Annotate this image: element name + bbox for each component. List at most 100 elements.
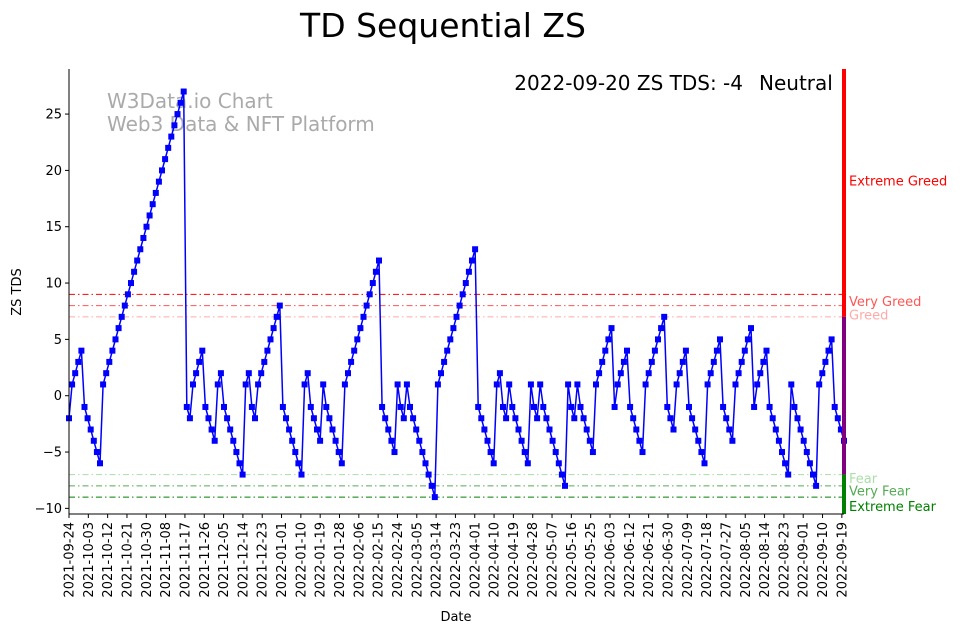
data-point: [177, 99, 184, 106]
data-point: [472, 246, 479, 253]
data-point: [425, 471, 432, 478]
data-point: [301, 381, 308, 388]
data-point: [723, 415, 730, 422]
data-point: [84, 415, 91, 422]
data-point: [785, 471, 792, 478]
data-point: [78, 347, 85, 354]
data-point: [372, 268, 379, 275]
x-tick-label: 2022-01-28: [333, 522, 348, 598]
data-point: [465, 268, 472, 275]
data-point: [624, 347, 630, 354]
data-point: [701, 460, 708, 467]
data-point: [593, 381, 599, 388]
data-point: [320, 381, 327, 388]
watermark: W3Data.io Chart Web3 Data & NFT Platform: [107, 89, 375, 136]
data-point: [720, 403, 727, 410]
data-point: [500, 403, 506, 410]
y-axis-label: ZS TDS: [10, 268, 25, 316]
data-point: [772, 426, 779, 433]
x-tick-label: 2022-08-23: [777, 522, 792, 598]
data-point: [87, 426, 94, 433]
data-point: [162, 156, 169, 163]
data-point: [664, 403, 671, 410]
data-point: [555, 460, 562, 467]
data-point: [834, 415, 841, 422]
chart-title: TD Sequential ZS: [299, 6, 586, 45]
data-point: [558, 471, 565, 478]
status-state: Neutral: [759, 71, 833, 95]
data-point: [382, 415, 389, 422]
zone-label-greed: Greed: [849, 309, 888, 324]
sentiment-side-bar: [842, 69, 846, 514]
data-point: [310, 415, 317, 422]
data-point: [726, 426, 733, 433]
data-point: [735, 370, 742, 377]
data-point: [159, 167, 165, 174]
data-point: [617, 370, 624, 377]
data-point: [416, 437, 423, 444]
data-point: [605, 336, 612, 343]
data-point: [97, 460, 103, 467]
data-point: [90, 437, 97, 444]
data-point: [75, 358, 82, 365]
data-point: [580, 415, 587, 422]
data-point: [146, 212, 153, 219]
data-point: [441, 358, 448, 365]
data-point: [630, 415, 637, 422]
x-tick-label: 2022-04-28: [526, 522, 541, 598]
data-point: [837, 426, 844, 433]
data-point: [118, 313, 125, 320]
data-point: [360, 313, 367, 320]
x-tick-label: 2021-10-12: [101, 522, 116, 598]
zone-label-very-fear: Very Fear: [849, 484, 911, 499]
x-tick-label: 2022-03-23: [449, 522, 464, 598]
data-point: [453, 313, 460, 320]
data-point: [307, 403, 314, 410]
data-point: [112, 336, 119, 343]
x-tick-label: 2022-06-21: [642, 522, 657, 598]
x-tick-label: 2022-07-18: [700, 522, 715, 598]
data-point: [800, 437, 807, 444]
data-point: [760, 358, 767, 365]
data-point: [748, 325, 754, 332]
data-point: [180, 88, 187, 95]
data-point: [673, 381, 680, 388]
data-point: [264, 347, 271, 354]
data-point: [376, 257, 382, 264]
data-point: [391, 449, 398, 456]
data-point: [456, 302, 463, 309]
data-point: [93, 449, 100, 456]
data-point: [490, 460, 497, 467]
x-tick-label: 2022-09-01: [797, 522, 812, 598]
x-tick-label: 2021-10-30: [140, 522, 155, 598]
data-point: [149, 201, 156, 208]
x-tick-label: 2022-03-05: [410, 522, 425, 598]
data-point: [757, 370, 764, 377]
data-point: [332, 437, 339, 444]
data-point: [806, 460, 813, 467]
data-point: [552, 449, 559, 456]
data-point: [103, 370, 110, 377]
watermark-line-2: Web3 Data & NFT Platform: [107, 112, 375, 136]
data-point: [385, 426, 392, 433]
data-point: [810, 471, 816, 478]
data-point: [202, 403, 209, 410]
data-point: [763, 347, 770, 354]
zone-label-extreme-greed: Extreme Greed: [849, 175, 947, 190]
data-point: [168, 133, 175, 140]
data-point: [596, 370, 603, 377]
data-point: [428, 482, 435, 489]
data-point: [651, 347, 658, 354]
data-point: [788, 381, 795, 388]
data-point: [134, 257, 141, 264]
x-tick-label: 2022-08-14: [758, 522, 773, 598]
data-point: [326, 415, 333, 422]
data-point: [100, 381, 107, 388]
x-tick-label: 2022-02-06: [352, 522, 367, 598]
data-point: [583, 426, 590, 433]
data-point: [819, 370, 826, 377]
data-point: [196, 358, 203, 365]
data-point: [121, 302, 128, 309]
data-point: [270, 325, 277, 332]
